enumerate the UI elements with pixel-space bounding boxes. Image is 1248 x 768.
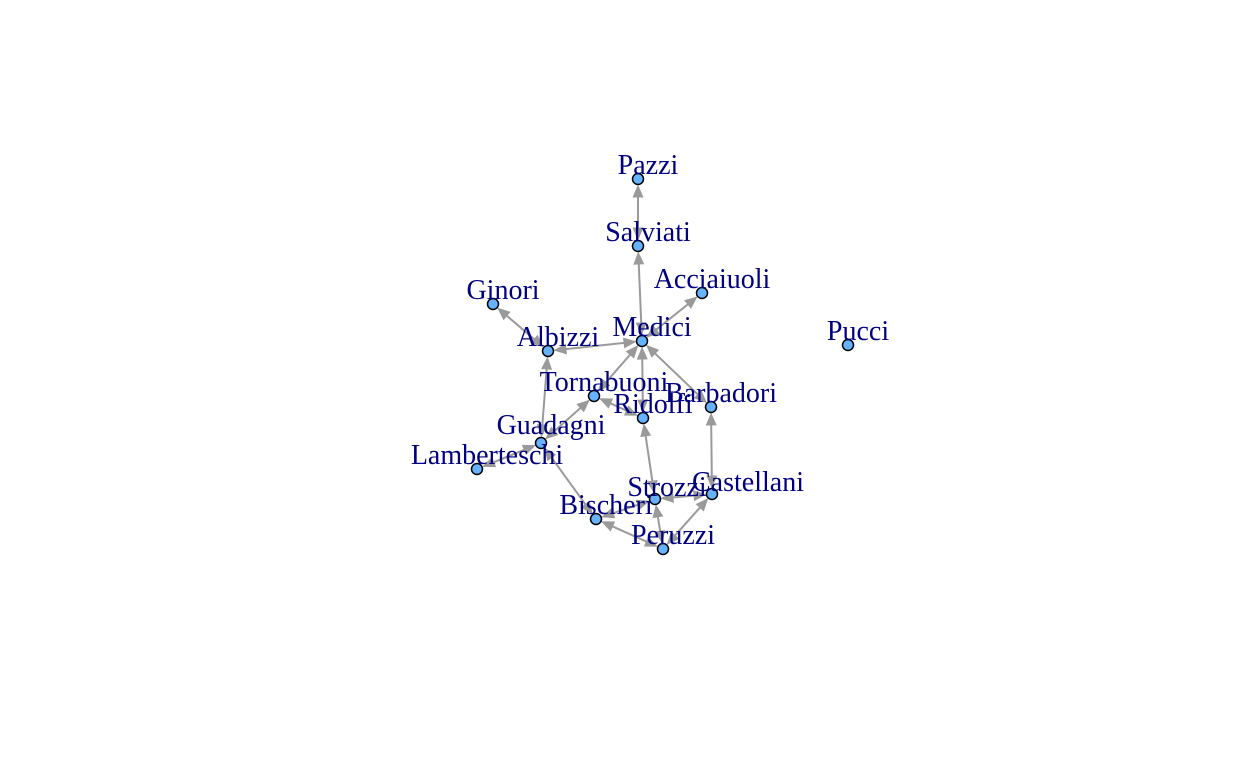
node-bischeri <box>589 512 603 526</box>
edge-tornabuoni-medici <box>597 345 639 392</box>
node-label-guadagni: Guadagni <box>497 410 606 441</box>
edge-castellani-peruzzi <box>666 498 709 545</box>
node-guadagni <box>534 436 548 450</box>
node-label-albizzi: Albizzi <box>517 322 600 353</box>
edge-strozzi-peruzzi <box>652 504 666 544</box>
edge-tornabuoni-ridolfi <box>599 398 638 416</box>
node-pazzi <box>631 172 645 186</box>
node-castellani <box>705 487 719 501</box>
node-label-ginori: Ginori <box>466 275 539 306</box>
edge-acciaiuoli-medici <box>646 296 698 338</box>
node-ginori <box>486 297 500 311</box>
node-pucci <box>841 338 855 352</box>
node-label-ridolfi: Ridolfi <box>613 389 693 420</box>
node-label-peruzzi: Peruzzi <box>631 520 715 551</box>
node-lamberteschi <box>470 462 484 476</box>
edge-barbadori-medici <box>645 344 708 404</box>
edge-tornabuoni-guadagni <box>545 399 590 440</box>
node-salviati <box>631 239 645 253</box>
node-strozzi <box>648 492 662 506</box>
edge-ginori-albizzi <box>497 307 544 348</box>
node-label-lamberteschi: Lamberteschi <box>411 440 564 471</box>
node-albizzi <box>541 344 555 358</box>
node-label-strozzi: Strozzi <box>627 472 707 503</box>
node-label-castellani: Castellani <box>692 467 804 498</box>
node-tornabuoni <box>587 389 601 403</box>
edge-ridolfi-medici <box>636 346 649 413</box>
node-label-medici: Medici <box>612 312 692 343</box>
edge-guadagni-bischeri <box>544 447 593 515</box>
edge-salviati-medici <box>633 251 647 336</box>
node-peruzzi <box>656 542 670 556</box>
edge-pazzi-salviati <box>632 184 644 241</box>
edge-bischeri-peruzzi <box>601 521 658 547</box>
node-medici <box>635 334 649 348</box>
node-label-tornabuoni: Tornabuoni <box>540 367 669 398</box>
node-label-salviati: Salviati <box>605 217 691 248</box>
node-label-acciaiuoli: Acciaiuoli <box>654 264 771 295</box>
node-barbadori <box>704 400 718 414</box>
node-label-barbadori: Barbadori <box>665 378 777 409</box>
node-acciaiuoli <box>695 286 709 300</box>
edge-albizzi-guadagni <box>536 356 553 438</box>
labels-layer: Pazzi Salviati Acciaiuoli Ginori Medici Albiz… <box>411 150 890 551</box>
edge-albizzi-medici <box>553 337 637 355</box>
edge-ridolfi-strozzi <box>640 423 658 494</box>
edges-layer <box>482 184 718 547</box>
edge-castellani-strozzi <box>660 490 707 503</box>
edge-strozzi-bischeri <box>601 499 650 519</box>
nodes-layer <box>470 172 855 556</box>
node-label-pazzi: Pazzi <box>618 150 679 181</box>
node-ridolfi <box>636 411 650 425</box>
edge-guadagni-lamberteschi <box>482 444 536 468</box>
node-label-pucci: Pucci <box>827 316 889 347</box>
edge-barbadori-castellani <box>705 412 718 489</box>
node-label-bischeri: Bischeri <box>559 490 653 521</box>
